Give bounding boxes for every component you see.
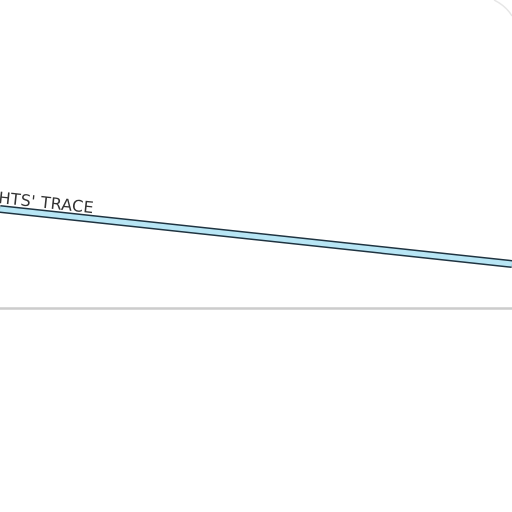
road-fill [0, 206, 512, 267]
corner-boundary-arc [493, 0, 512, 17]
road-traces[interactable] [0, 205, 512, 268]
